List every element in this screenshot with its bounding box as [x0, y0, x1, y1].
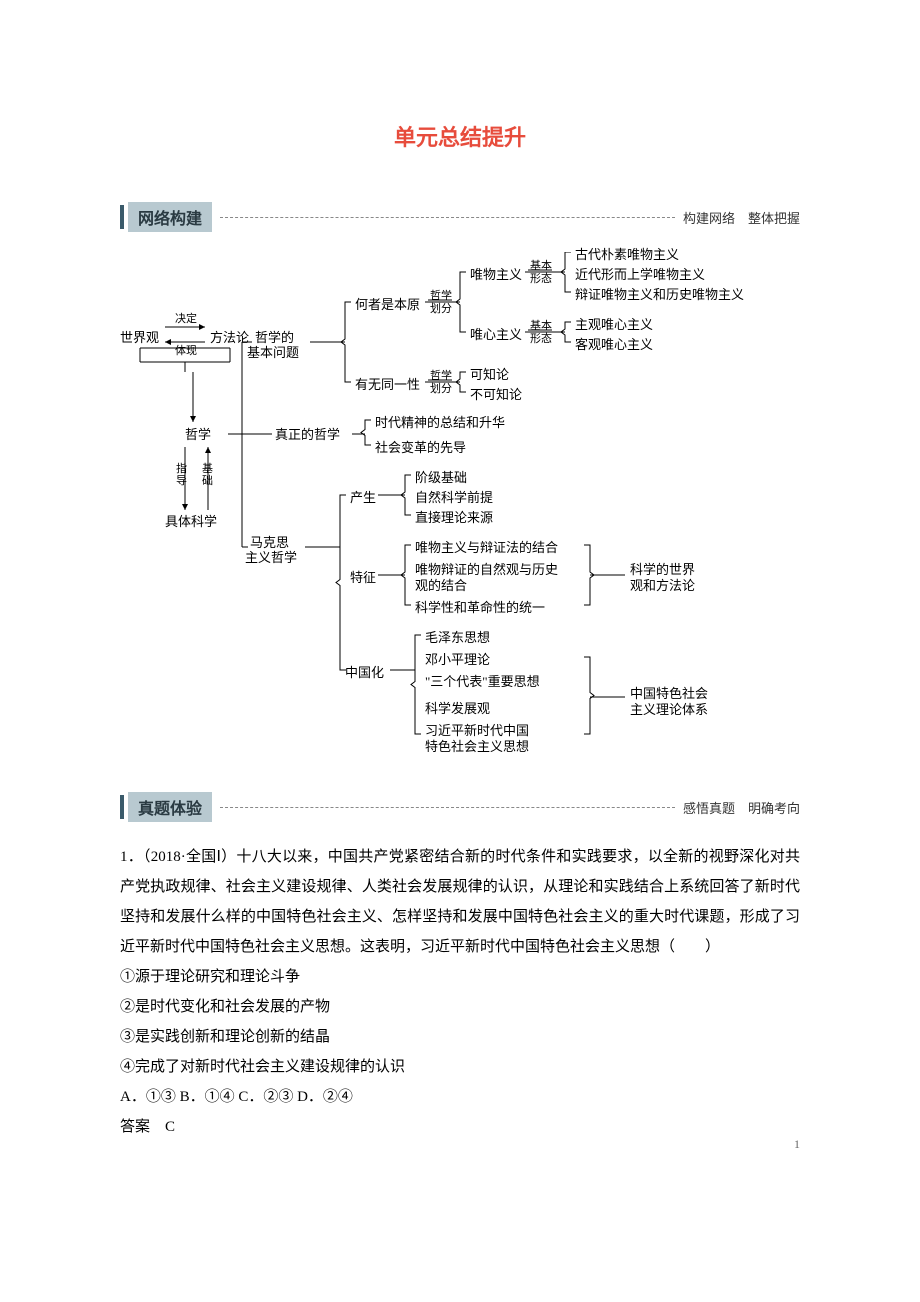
diagram-node: 直接理论来源 [415, 510, 493, 527]
section-note-1: 构建网络 整体把握 [683, 208, 800, 227]
diagram-node: 基本问题 [247, 345, 299, 362]
diagram-node: 世界观 [120, 330, 159, 347]
diagram-node: 形态 [530, 332, 552, 346]
question-choices: A．①③ B．①④ C．②③ D．②④ [120, 1082, 800, 1112]
diagram-node: 产生 [350, 490, 376, 507]
diagram-node: 阶级基础 [415, 470, 467, 487]
diagram-node: 主义哲学 [245, 550, 297, 567]
section-dash [220, 807, 675, 808]
diagram-node: 划分 [430, 302, 452, 316]
diagram-node: 唯物辩证的自然观与历史 [415, 562, 558, 579]
section-vline [120, 795, 124, 819]
diagram-node: "三个代表"重要思想 [425, 674, 540, 691]
diagram-node: 划分 [430, 382, 452, 396]
diagram-node: 有无同一性 [355, 377, 420, 394]
diagram-node: 唯物主义 [470, 267, 522, 284]
diagram-node: 客观唯心主义 [575, 337, 653, 354]
diagram-node: 科学性和革命性的统一 [415, 600, 545, 617]
section-dash [220, 217, 675, 218]
answer-label: 答案 [120, 1119, 150, 1135]
diagram-node: 决定 [175, 312, 197, 326]
diagram-node: 科学的世界 [630, 562, 695, 579]
diagram-node: 特色社会主义思想 [425, 739, 529, 756]
diagram-node: 古代朴素唯物主义 [575, 247, 679, 264]
diagram-node: 特征 [350, 570, 376, 587]
diagram-node: 邓小平理论 [425, 652, 490, 669]
diagram-node: 哲学 [185, 427, 211, 444]
question-source: （2018·全国Ⅰ） [143, 849, 236, 865]
diagram-node: 形态 [530, 272, 552, 286]
question-number: 1． [120, 849, 143, 865]
diagram-node: 何者是本原 [355, 297, 420, 314]
diagram-node: 社会变革的先导 [375, 440, 466, 457]
diagram-node: 唯心主义 [470, 327, 522, 344]
section-network: 网络构建 构建网络 整体把握 [120, 202, 800, 232]
question-block: 1．（2018·全国Ⅰ）十八大以来，中国共产党紧密结合新的时代条件和实践要求，以… [120, 842, 800, 1142]
diagram-node: 辩证唯物主义和历史唯物主义 [575, 287, 744, 304]
question-opt-2: ②是时代变化和社会发展的产物 [120, 992, 800, 1022]
diagram-node: 不可知论 [470, 387, 522, 404]
diagram-node: 时代精神的总结和升华 [375, 415, 505, 432]
diagram-node: 唯物主义与辩证法的结合 [415, 540, 558, 557]
question-opt-1: ①源于理论研究和理论斗争 [120, 962, 800, 992]
diagram-node: 真正的哲学 [275, 427, 340, 444]
diagram-node: 础 [202, 474, 213, 488]
page-number: 1 [794, 1137, 800, 1152]
diagram-node: 习近平新时代中国 [425, 723, 529, 740]
diagram-node: 方法论 [210, 330, 249, 347]
section-label-2: 真题体验 [128, 792, 212, 822]
diagram-node: 观的结合 [415, 578, 467, 595]
diagram-node: 可知论 [470, 367, 509, 384]
concept-diagram: 世界观决定体现方法论哲学指导基础具体科学哲学的基本问题真正的哲学马克思主义哲学何… [120, 252, 800, 762]
diagram-node: 自然科学前提 [415, 490, 493, 507]
section-label-1: 网络构建 [128, 202, 212, 232]
diagram-node: 具体科学 [165, 514, 217, 531]
diagram-node: 科学发展观 [425, 701, 490, 718]
diagram-node: 观和方法论 [630, 578, 695, 595]
section-exam: 真题体验 感悟真题 明确考向 [120, 792, 800, 822]
section-vline [120, 205, 124, 229]
diagram-node: 主观唯心主义 [575, 317, 653, 334]
diagram-node: 导 [176, 474, 187, 488]
diagram-node: 中国特色社会 [630, 686, 708, 703]
page-title: 单元总结提升 [120, 120, 800, 152]
diagram-node: 毛泽东思想 [425, 630, 490, 647]
question-opt-4: ④完成了对新时代社会主义建设规律的认识 [120, 1052, 800, 1082]
diagram-node: 体现 [175, 344, 197, 358]
diagram-node: 中国化 [345, 665, 384, 682]
section-note-2: 感悟真题 明确考向 [683, 798, 800, 817]
diagram-node: 近代形而上学唯物主义 [575, 267, 705, 284]
answer-value: C [165, 1119, 175, 1135]
question-opt-3: ③是实践创新和理论创新的结晶 [120, 1022, 800, 1052]
diagram-node: 主义理论体系 [630, 702, 708, 719]
